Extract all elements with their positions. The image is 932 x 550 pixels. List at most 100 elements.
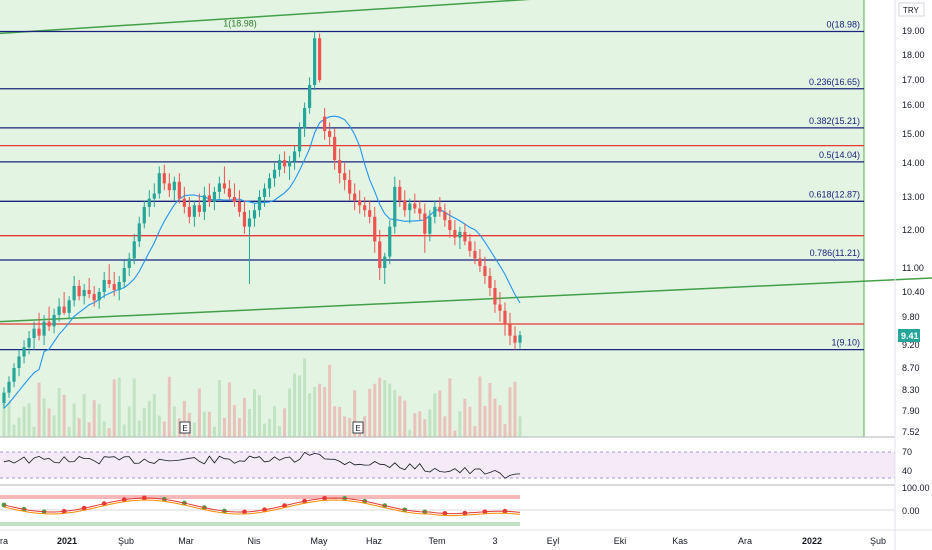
candle-body — [318, 38, 322, 80]
volume-bar — [338, 406, 342, 437]
candle-body — [473, 250, 477, 259]
volume-bar — [217, 380, 221, 437]
candle-body — [122, 268, 126, 282]
candle-body — [167, 183, 171, 191]
current-price-badge-box — [898, 329, 920, 342]
volume-bar — [293, 373, 297, 437]
candle-body — [363, 205, 367, 211]
volume-bar — [403, 400, 407, 437]
volume-bar — [232, 405, 236, 437]
volume-bar — [82, 394, 86, 437]
price-axis-tick: 19.00 — [902, 26, 925, 36]
candle-body — [508, 324, 512, 336]
candle-body — [2, 392, 6, 404]
earnings-marker-box — [179, 421, 191, 434]
candle-body — [513, 335, 517, 343]
trend-line-upper — [0, 0, 531, 35]
price-axis-tick: 9.80 — [902, 312, 920, 322]
candle-body — [17, 356, 21, 368]
earnings-marker-label: E — [355, 424, 360, 433]
fibonacci-retracement[interactable]: 0(18.98) 0.236(16.65) 0.382(15.21) 0.5(14.0… — [0, 18, 864, 351]
volume-bar — [62, 394, 66, 437]
current-price-badge: 9.41 — [898, 329, 920, 342]
candle-body — [383, 256, 387, 268]
horizontal-levels[interactable] — [0, 144, 864, 325]
candle-body — [152, 193, 156, 199]
price-axis-tick: 16.00 — [902, 100, 925, 110]
candle-body — [413, 203, 417, 209]
volume-bar — [192, 422, 196, 437]
volume-bar — [263, 423, 267, 437]
candle-body — [77, 286, 81, 297]
volume-bar — [283, 408, 287, 437]
earnings-marker-label: E — [182, 424, 187, 433]
candle-body — [12, 368, 16, 382]
price-axis[interactable]: 19.00 18.00 17.00 16.00 15.00 14.00 13.00 12.00… — [894, 0, 930, 550]
volume-bar — [42, 398, 46, 437]
candle-body — [262, 188, 267, 197]
price-axis-tick: 18.00 — [902, 50, 925, 60]
candle-body — [348, 180, 352, 194]
volume-bar — [413, 413, 417, 437]
candle-body — [493, 288, 497, 305]
time-axis-tick: Nis — [248, 536, 261, 546]
time-axis-tick: Haz — [366, 536, 383, 546]
trend-lines[interactable] — [0, 0, 932, 323]
candle-body — [87, 290, 91, 295]
candle-body — [368, 210, 372, 217]
oscillator-axis-tick: 100.00 — [902, 483, 930, 493]
time-axis-tick: 3 — [492, 536, 497, 546]
candle-body — [172, 181, 176, 191]
candle-body — [433, 206, 437, 217]
time-axis[interactable]: ra 2021 Şub Mar Nis May Haz Tem 3 Eyl Eki Kas Ara 202… — [0, 529, 932, 546]
volume-bar — [443, 416, 447, 437]
volume-bar — [67, 426, 71, 437]
volume-bar — [288, 388, 292, 437]
price-axis-tick: 8.30 — [902, 385, 920, 395]
volume-bar — [278, 426, 282, 437]
volume-bar — [142, 407, 146, 437]
candle-body — [423, 213, 427, 234]
candle-body — [388, 226, 392, 257]
time-axis-tick: Mar — [178, 536, 194, 546]
volume-bar — [147, 400, 151, 437]
volume-bar — [378, 377, 382, 437]
candle-body — [67, 300, 71, 313]
candle-body — [47, 321, 51, 327]
volume-bar — [343, 416, 347, 437]
volume-bar — [72, 403, 76, 437]
volume-bar — [7, 400, 11, 437]
volume-bar — [127, 406, 131, 437]
price-axis-tick: 9.20 — [902, 340, 920, 350]
candle-body — [418, 208, 422, 214]
candle-body — [127, 258, 131, 268]
volume-bar — [508, 387, 512, 437]
candle-body — [287, 161, 292, 167]
price-axis-tick: 8.70 — [902, 363, 920, 373]
candle-body — [503, 310, 507, 324]
candle-body — [438, 206, 442, 212]
volume-bar — [227, 382, 231, 437]
volume-bar — [503, 424, 507, 437]
candle-body — [448, 220, 452, 230]
volume-bar — [423, 419, 427, 437]
candle-body — [37, 328, 41, 336]
volume-bar — [388, 383, 392, 437]
volume-bar — [383, 380, 387, 437]
volume-bar — [257, 395, 261, 437]
macd-line — [3, 497, 521, 515]
candle-body — [137, 223, 141, 242]
volume-bar — [483, 405, 487, 437]
fib-level-label: 0(18.98) — [826, 19, 860, 29]
candle-body — [257, 197, 262, 211]
fib-anchor-label: 1(18.98) — [223, 18, 257, 28]
candle-body — [483, 266, 487, 276]
volume-bar — [242, 397, 246, 437]
fib-level-label: 0.786(11.21) — [810, 248, 860, 258]
candle-body — [222, 183, 227, 189]
candle-body — [313, 38, 317, 85]
price-axis-tick: 17.00 — [902, 75, 925, 85]
candle-body — [428, 216, 432, 234]
